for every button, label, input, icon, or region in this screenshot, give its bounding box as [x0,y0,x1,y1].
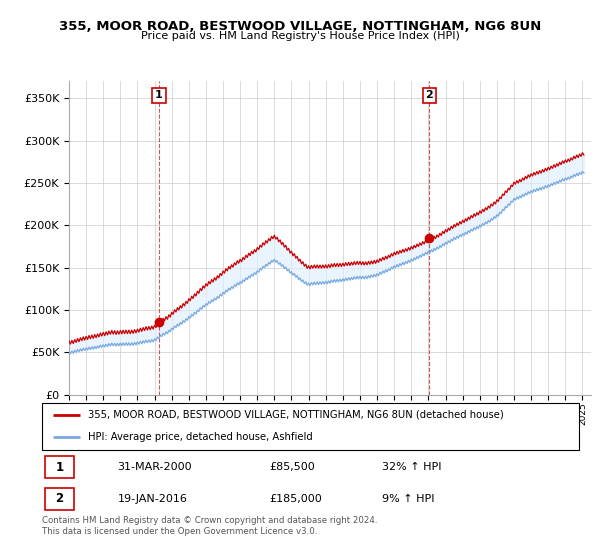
Text: 32% ↑ HPI: 32% ↑ HPI [382,462,442,472]
Text: 2: 2 [425,90,433,100]
Text: 9% ↑ HPI: 9% ↑ HPI [382,494,434,504]
Text: 31-MAR-2000: 31-MAR-2000 [118,462,192,472]
Text: Price paid vs. HM Land Registry's House Price Index (HPI): Price paid vs. HM Land Registry's House … [140,31,460,41]
Text: 355, MOOR ROAD, BESTWOOD VILLAGE, NOTTINGHAM, NG6 8UN (detached house): 355, MOOR ROAD, BESTWOOD VILLAGE, NOTTIN… [88,410,503,420]
Text: £185,000: £185,000 [269,494,322,504]
FancyBboxPatch shape [45,456,74,478]
Text: 355, MOOR ROAD, BESTWOOD VILLAGE, NOTTINGHAM, NG6 8UN: 355, MOOR ROAD, BESTWOOD VILLAGE, NOTTIN… [59,20,541,32]
Text: £85,500: £85,500 [269,462,314,472]
Text: 1: 1 [155,90,163,100]
Text: 19-JAN-2016: 19-JAN-2016 [118,494,187,504]
Text: Contains HM Land Registry data © Crown copyright and database right 2024.
This d: Contains HM Land Registry data © Crown c… [42,516,377,536]
Text: HPI: Average price, detached house, Ashfield: HPI: Average price, detached house, Ashf… [88,432,313,442]
FancyBboxPatch shape [42,403,580,450]
Text: 2: 2 [55,492,64,505]
FancyBboxPatch shape [45,488,74,510]
Text: 1: 1 [55,461,64,474]
